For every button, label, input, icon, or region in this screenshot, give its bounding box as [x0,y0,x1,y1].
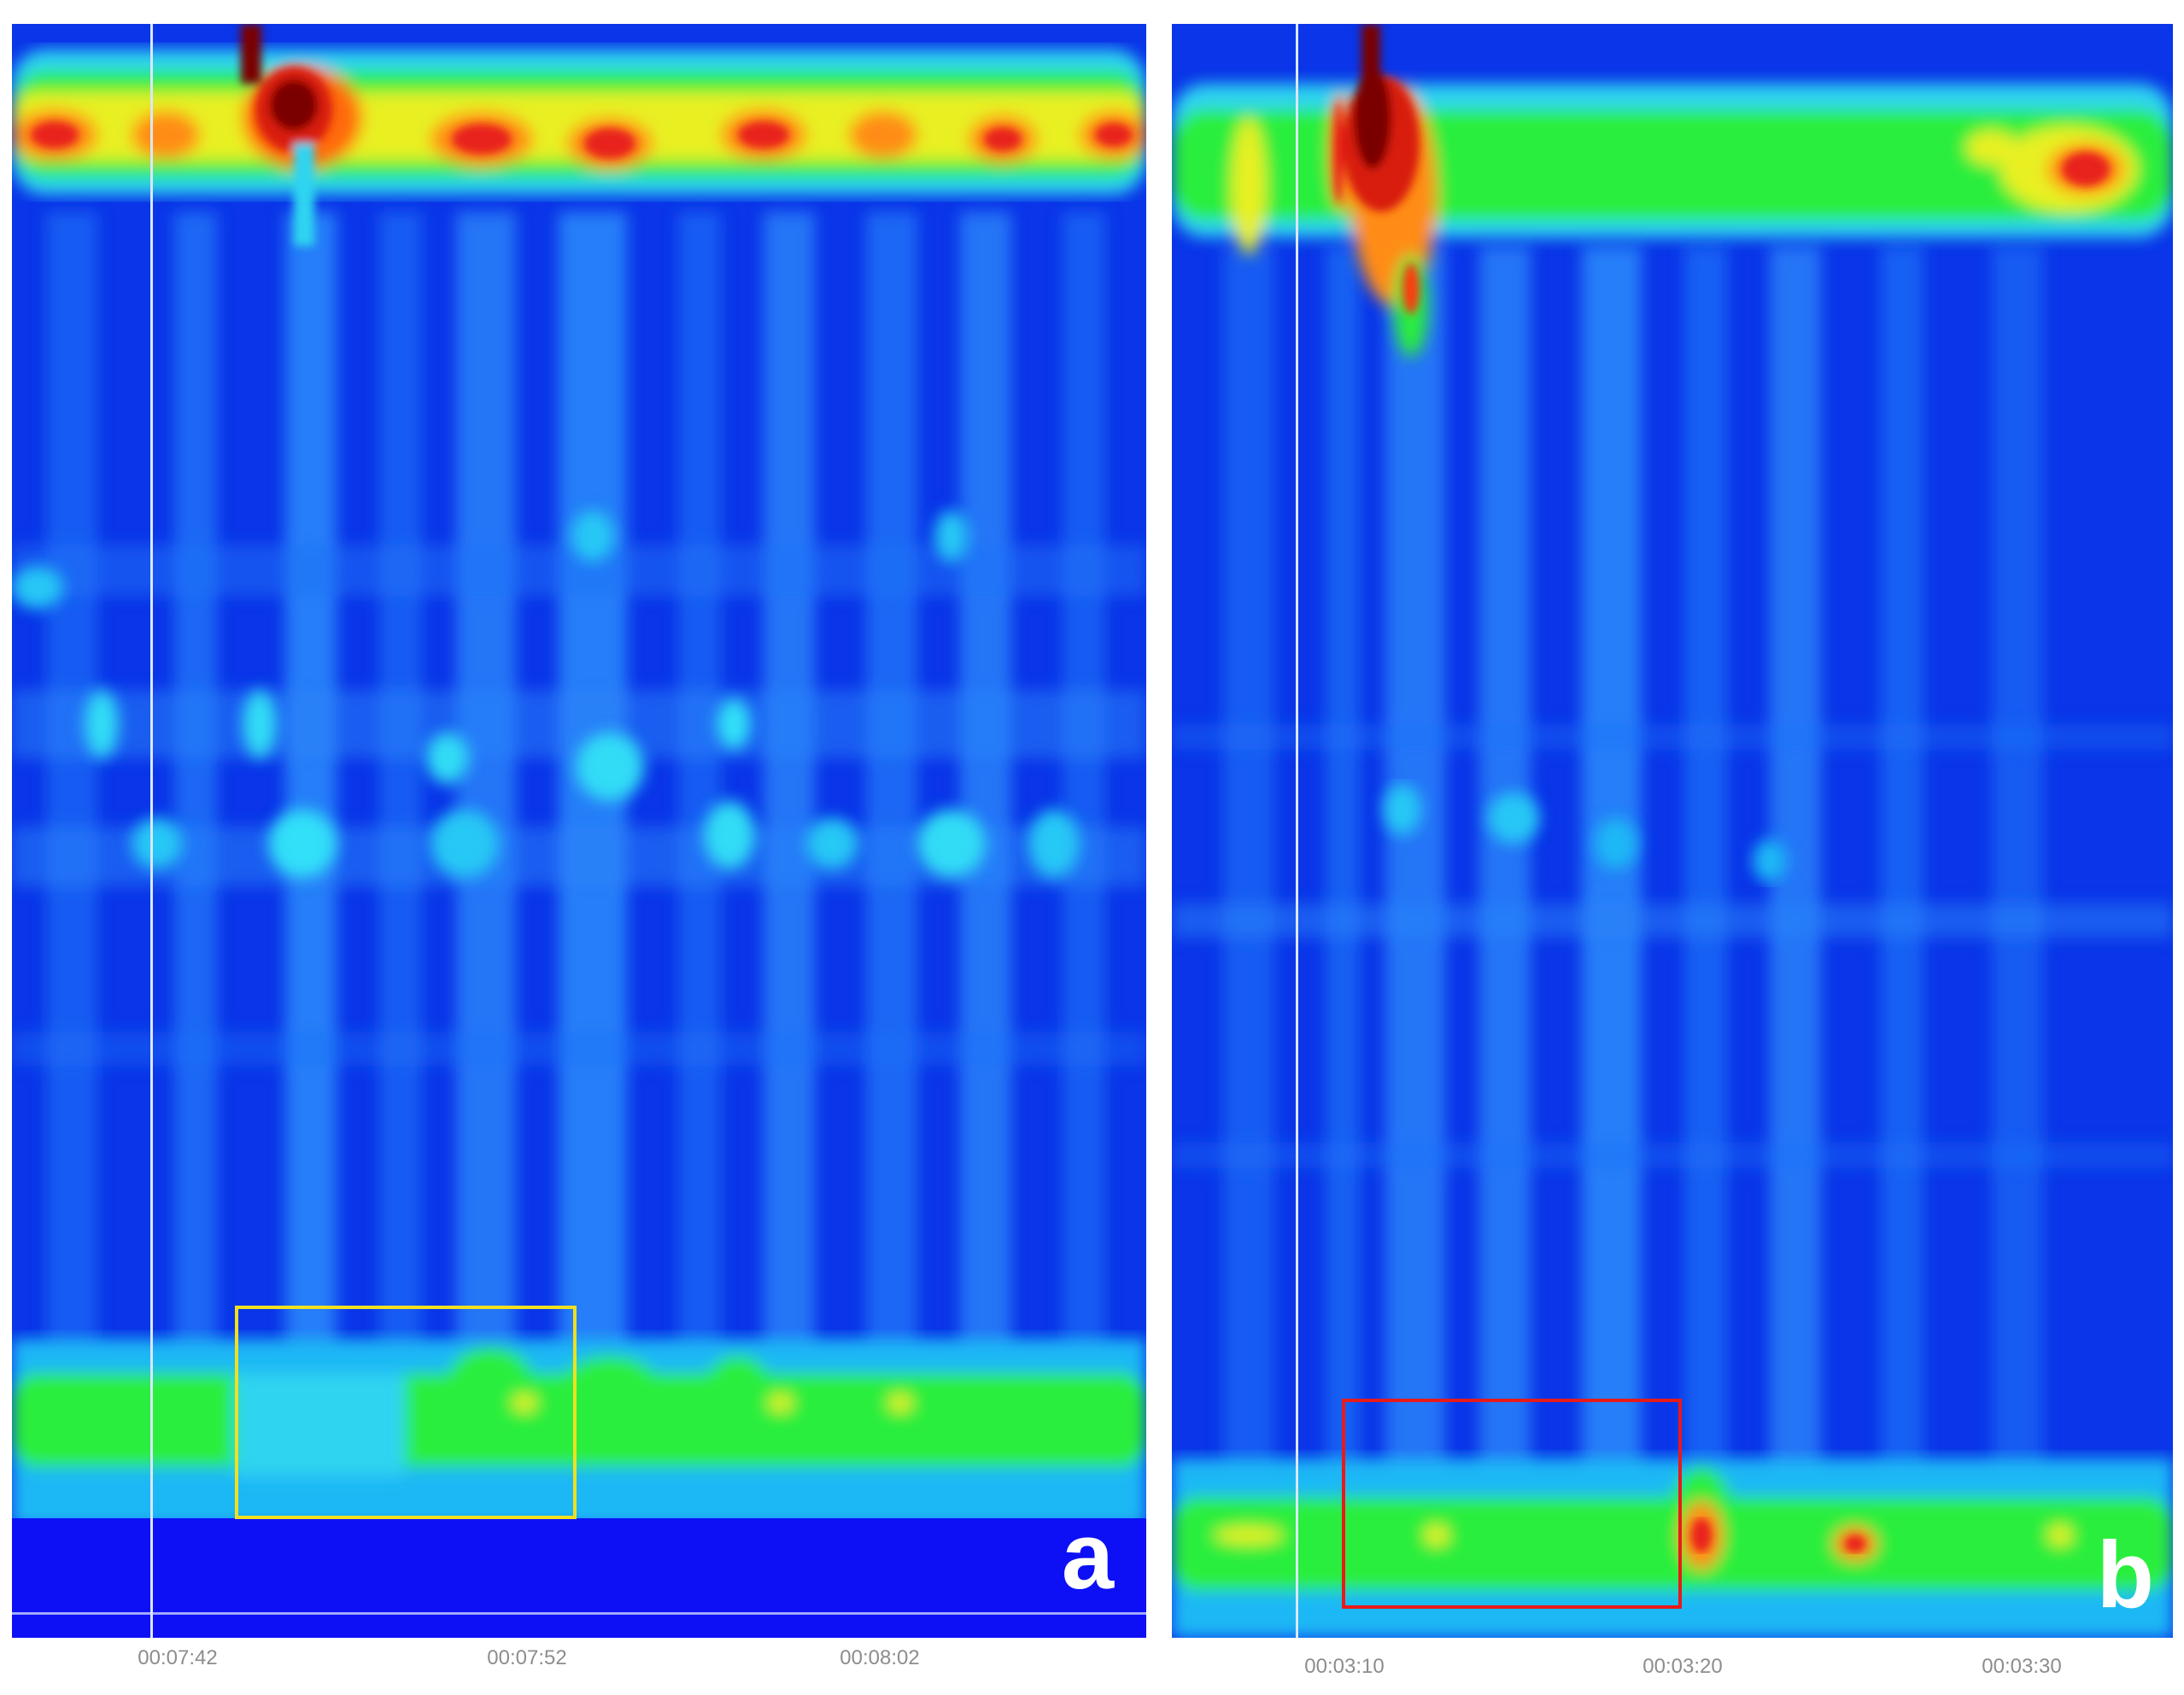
spectrogram-panel-b: b [1172,24,2173,1638]
cyan-blobs [1384,784,1787,882]
top-band-hotspots [31,24,1133,246]
top-band [12,50,1146,195]
x-tick-label-a-2: 00:07:52 [487,1646,567,1669]
heatmap-a [12,24,1146,1638]
bottom-band [12,1339,1146,1527]
bottom-band [1172,1458,2173,1638]
x-tick-label-a-1: 00:07:42 [138,1646,218,1669]
vertical-streaks [12,212,1146,1356]
panel-letter-b: b [2096,1523,2154,1628]
x-tick-label-a-3: 00:08:02 [840,1646,920,1669]
bottom-guide-line [12,1612,1146,1615]
x-tick-label-b-3: 00:03:30 [1982,1655,2062,1678]
marker-line-b [1296,24,1298,1638]
highlight-box-b [1342,1399,1682,1609]
spectrogram-panel-a: a [12,24,1146,1638]
highlight-box-a [235,1306,577,1519]
marker-line-a [150,24,153,1638]
x-tick-label-b-1: 00:03:10 [1304,1655,1385,1678]
x-tick-label-b-2: 00:03:20 [1642,1655,1723,1678]
bottom-base-band [12,1518,1146,1638]
bottom-band-hotspots [1691,1518,1865,1552]
top-band-hotspots [1333,24,2110,314]
heatmap-b [1172,24,2173,1638]
cyan-blobs [12,511,1080,878]
vertical-streaks [1172,246,2173,1493]
panel-letter-a: a [1061,1504,1114,1609]
